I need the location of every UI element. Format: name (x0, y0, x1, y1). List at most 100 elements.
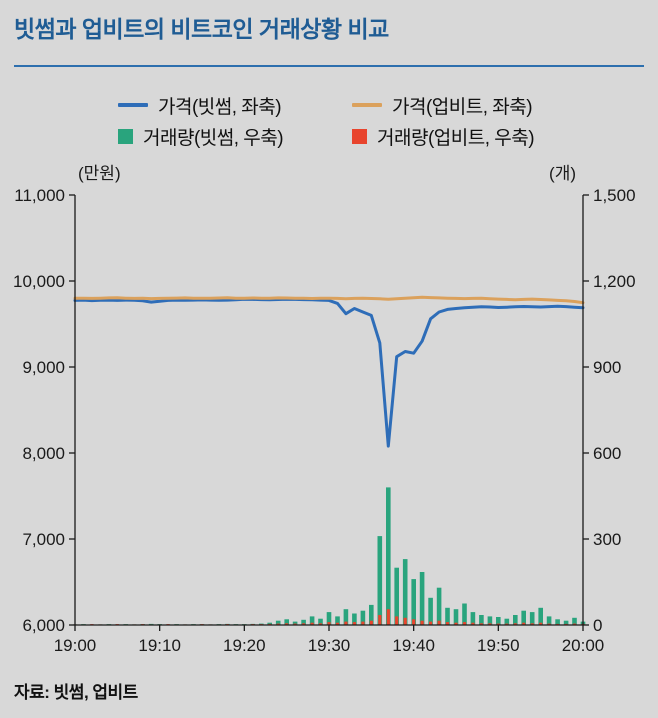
volume-bar-upbit_volume (547, 623, 551, 625)
volume-bar-bithumb_volume (521, 610, 526, 625)
volume-bar-upbit_volume (420, 620, 424, 625)
volume-bar-upbit_volume (530, 623, 534, 625)
volume-bar-upbit_volume (539, 622, 543, 625)
volume-bar-upbit_volume (505, 623, 509, 625)
left-tick-label: 8,000 (22, 444, 65, 463)
volume-bar-bithumb_volume (335, 616, 340, 625)
volume-bar-upbit_volume (479, 623, 483, 625)
volume-bar-bithumb_volume (538, 607, 543, 625)
volume-bar-bithumb_volume (402, 559, 408, 625)
volume-bar-bithumb_volume (572, 617, 577, 625)
volume-bithumb-square-swatch-icon (118, 128, 133, 144)
volume-bar-upbit_volume (335, 622, 340, 625)
right-axis-unit-label: (개) (549, 164, 576, 183)
legend-label-volume-bithumb: 거래량(빗썸, 우축) (143, 127, 284, 149)
volume-bar-bithumb_volume (343, 609, 349, 625)
volume-bar-bithumb_volume (428, 597, 433, 625)
volume-bar-bithumb_volume (284, 619, 289, 625)
volume-bar-bithumb_volume (563, 620, 569, 625)
volume-bar-bithumb_volume (419, 572, 425, 625)
legend-label-price-bithumb: 가격(빗썸, 좌축) (158, 96, 282, 118)
volume-bar-upbit_volume (445, 622, 450, 625)
volume-bar-bithumb_volume (318, 618, 323, 625)
legend-item-volume-upbit: 거래량(업비트, 우축) (352, 125, 535, 149)
volume-bar-upbit_volume (318, 623, 323, 625)
price-upbit-line-swatch-icon (352, 103, 382, 107)
volume-bar-bithumb_volume (453, 609, 459, 625)
left-tick-label: 6,000 (22, 616, 65, 635)
legend-label-price-upbit: 가격(업비트, 좌축) (392, 96, 533, 118)
volume-bar-upbit_volume (513, 623, 517, 625)
volume-bar-upbit_volume (437, 620, 441, 625)
volume-bar-upbit_volume (361, 621, 365, 625)
volume-bar-bithumb_volume (496, 617, 501, 625)
page-title: 빗썸과 업비트의 비트코인 거래상황 비교 (14, 16, 389, 42)
volume-bar-bithumb_volume (411, 579, 416, 625)
volume-bar-upbit_volume (572, 623, 577, 625)
volume-bar-bithumb_volume (309, 616, 315, 625)
volume-bar-upbit_volume (488, 623, 492, 625)
legend-item-volume-bithumb: 거래량(빗썸, 우축) (118, 125, 352, 149)
volume-bar-upbit_volume (327, 622, 331, 625)
title-divider (14, 65, 644, 67)
source-note: 자료: 빗썸, 업비트 (14, 683, 138, 702)
right-tick-label: 1,200 (593, 272, 636, 291)
volume-bar-bithumb_volume (445, 607, 450, 625)
volume-bar-bithumb_volume (352, 613, 357, 625)
volume-bar-bithumb_volume (513, 615, 518, 625)
right-tick-label: 1,500 (593, 186, 636, 205)
volume-bar-bithumb_volume (470, 612, 476, 625)
volume-bar-bithumb_volume (529, 612, 535, 625)
left-axis-unit-label: (만원) (78, 164, 121, 183)
volume-bar-bithumb_volume (292, 621, 298, 625)
right-tick-label: 0 (593, 616, 602, 635)
volume-bar-bithumb_volume (369, 604, 374, 625)
volume-bar-upbit_volume (352, 622, 356, 625)
left-tick-label: 7,000 (22, 530, 65, 549)
right-tick-label: 600 (593, 444, 621, 463)
volume-bar-bithumb_volume (360, 610, 366, 625)
legend: 가격(빗썸, 좌축) 가격(업비트, 좌축) 거래량(빗썸, 우축) 거래량(업… (118, 94, 535, 149)
volume-bar-upbit_volume (302, 623, 306, 625)
x-tick-label: 19:50 (477, 636, 520, 655)
x-tick-label: 19:20 (223, 636, 266, 655)
x-tick-label: 19:30 (308, 636, 351, 655)
left-tick-label: 11,000 (14, 186, 65, 205)
volume-bar-upbit_volume (293, 623, 297, 625)
volume-bar-bithumb_volume (275, 620, 281, 625)
volume-bar-upbit_volume (496, 623, 500, 625)
volume-bar-bithumb_volume (555, 619, 560, 625)
volume-upbit-square-swatch-icon (352, 128, 367, 144)
x-tick-label: 19:10 (138, 636, 181, 655)
volume-bar-bithumb_volume (267, 622, 272, 625)
legend-item-price-upbit: 가격(업비트, 좌축) (352, 94, 534, 118)
price-bithumb-line-swatch-icon (118, 103, 148, 107)
volume-bar-bithumb_volume (479, 615, 484, 625)
volume-bar-upbit_volume (369, 620, 373, 625)
chart-canvas: 6,000 7,000 8,000 9,000 10,000 11,000 0 300 600 9… (13, 186, 636, 655)
x-tick-label: 19:00 (54, 636, 97, 655)
left-tick-label: 10,000 (13, 272, 65, 291)
volume-bar-upbit_volume (471, 622, 475, 625)
volume-bar-upbit_volume (378, 615, 382, 625)
x-tick-label: 19:40 (392, 636, 435, 655)
volume-bar-upbit_volume (276, 623, 280, 625)
volume-bar-bithumb_volume (487, 616, 493, 625)
volume-bar-bithumb_volume (326, 612, 332, 625)
volume-bar-bithumb_volume (377, 536, 383, 625)
volume-bar-upbit_volume (386, 609, 390, 625)
volume-bar-upbit_volume (412, 619, 416, 625)
price-line-upbit_price (73, 295, 585, 305)
volume-bar-bithumb_volume (386, 487, 391, 625)
x-tick-label: 20:00 (562, 636, 605, 655)
volume-bar-upbit_volume (285, 623, 289, 625)
volume-bar-upbit_volume (429, 621, 433, 625)
legend-item-price-bithumb: 가격(빗썸, 좌축) (118, 94, 352, 118)
volume-bar-upbit_volume (395, 616, 399, 625)
volume-bar-upbit_volume (310, 622, 314, 625)
volume-bar-upbit_volume (462, 622, 467, 625)
price-line-bithumb_price (73, 297, 585, 448)
volume-bar-upbit_volume (403, 617, 407, 625)
volume-bar-upbit_volume (344, 621, 348, 625)
volume-bar-bithumb_volume (394, 567, 399, 625)
